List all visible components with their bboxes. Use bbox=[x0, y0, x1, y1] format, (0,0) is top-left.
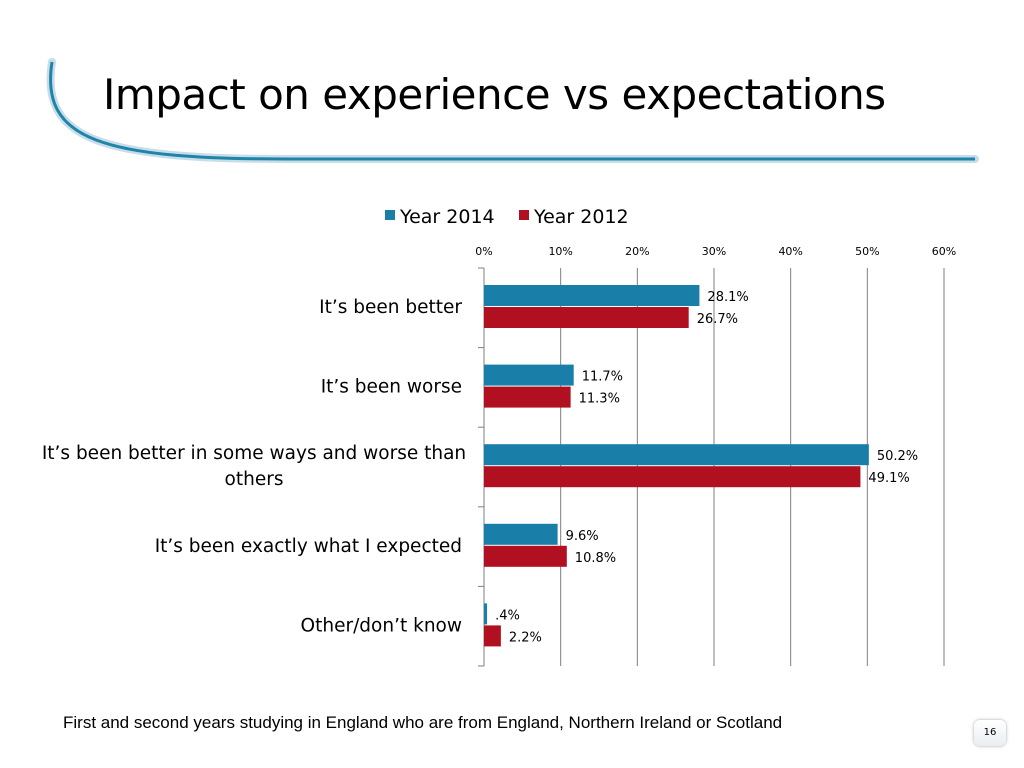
data-label: 11.7% bbox=[582, 370, 623, 385]
category-label: Other/don’t know bbox=[301, 615, 462, 636]
bar-2014 bbox=[484, 444, 869, 466]
category-label-line: It’s been better in some ways and worse … bbox=[42, 443, 466, 464]
x-tick-label: 10% bbox=[548, 245, 572, 258]
bar-2012 bbox=[484, 545, 567, 567]
data-label: 26.7% bbox=[697, 312, 738, 327]
page-number: 16 bbox=[974, 720, 1006, 746]
category-label: It’s been better in some ways and worse … bbox=[42, 443, 466, 490]
legend-label: Year 2012 bbox=[533, 206, 629, 228]
data-label: 10.8% bbox=[575, 551, 616, 566]
bar-2014 bbox=[484, 364, 574, 386]
legend-label: Year 2014 bbox=[399, 206, 495, 228]
x-tick-label: 40% bbox=[778, 245, 802, 258]
bar-2012 bbox=[484, 386, 571, 408]
footnote: First and second years studying in Engla… bbox=[63, 713, 783, 732]
title-swoosh-decoration bbox=[46, 58, 979, 164]
data-label: 49.1% bbox=[868, 471, 909, 486]
bar-2012 bbox=[484, 307, 689, 328]
bar-chart: 0% 10% 20% 30% 40% 50% 60% Year 2014 Year 2012 28… bbox=[42, 206, 956, 667]
x-tick-label: 50% bbox=[855, 245, 879, 258]
data-label: 2.2% bbox=[509, 630, 542, 645]
x-tick-label: 20% bbox=[625, 245, 649, 258]
category-label-line: It’s been worse bbox=[321, 377, 462, 398]
legend-swatch-year-2012 bbox=[519, 210, 529, 220]
category-label-line: It’s been better bbox=[319, 297, 462, 318]
page-title: Impact on experience vs expectations bbox=[103, 70, 886, 119]
category-label: It’s been worse bbox=[321, 377, 462, 398]
category-label-line: Other/don’t know bbox=[301, 615, 462, 636]
bar-2012 bbox=[484, 466, 861, 488]
legend-swatch-year-2014 bbox=[385, 210, 395, 220]
category-label-line: It’s been exactly what I expected bbox=[155, 536, 462, 557]
data-label: 9.6% bbox=[566, 529, 599, 544]
bar-2014 bbox=[484, 285, 700, 306]
data-label: 28.1% bbox=[707, 290, 748, 305]
x-tick-label: 60% bbox=[932, 245, 956, 258]
category-label: It’s been exactly what I expected bbox=[155, 536, 462, 557]
bar-2014 bbox=[484, 603, 488, 625]
data-label: .4% bbox=[495, 608, 520, 623]
x-tick-label: 30% bbox=[702, 245, 726, 258]
bar-2014 bbox=[484, 523, 558, 545]
data-label: 50.2% bbox=[877, 449, 918, 464]
x-tick-label: 0% bbox=[475, 245, 492, 258]
category-label-line: others bbox=[225, 469, 284, 490]
bar-2012 bbox=[484, 625, 501, 647]
data-label: 11.3% bbox=[579, 392, 620, 407]
category-label: It’s been better bbox=[319, 297, 462, 318]
